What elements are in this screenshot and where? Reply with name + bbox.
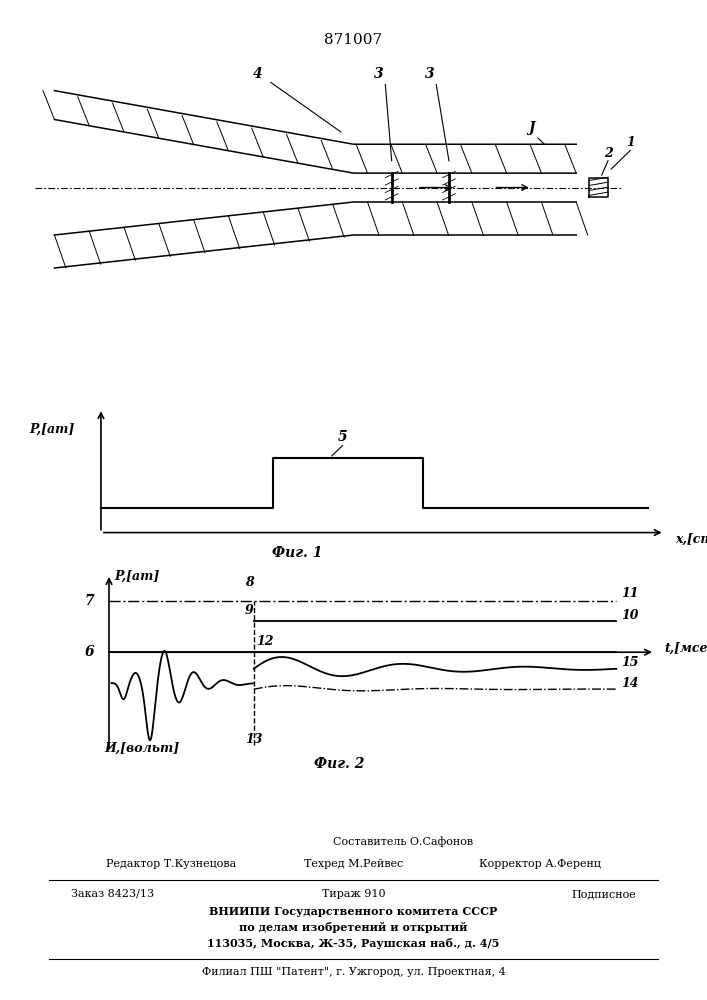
Text: 871007: 871007 (325, 33, 382, 47)
Text: 8: 8 (245, 576, 254, 589)
Text: 10: 10 (621, 609, 638, 622)
Text: 3: 3 (374, 67, 384, 81)
Text: 11: 11 (621, 587, 638, 600)
Text: Заказ 8423/13: Заказ 8423/13 (71, 889, 154, 899)
Text: по делам изобретений и открытий: по делам изобретений и открытий (239, 922, 468, 933)
Text: 1: 1 (626, 136, 635, 149)
Text: J: J (528, 121, 535, 135)
Text: ВНИИПИ Государственного комитета СССР: ВНИИПИ Государственного комитета СССР (209, 906, 498, 917)
Text: 4: 4 (253, 67, 263, 81)
Text: 2: 2 (604, 147, 612, 160)
Text: 5: 5 (338, 430, 347, 444)
Text: 3: 3 (425, 67, 435, 81)
Text: Техред М.Рейвес: Техред М.Рейвес (304, 859, 403, 869)
Text: 7: 7 (85, 594, 95, 608)
Text: Корректор А.Ференц: Корректор А.Ференц (479, 859, 601, 869)
Text: Филиал ПШ "Патент", г. Ужгород, ул. Проектная, 4: Филиал ПШ "Патент", г. Ужгород, ул. Прое… (201, 967, 506, 977)
Text: И,[вольт]: И,[вольт] (104, 742, 180, 755)
Text: 12: 12 (257, 635, 274, 648)
Text: 13: 13 (245, 733, 263, 746)
Text: Фиг. 1: Фиг. 1 (271, 546, 322, 560)
Text: 6: 6 (85, 645, 95, 659)
Text: Редактор Т.Кузнецова: Редактор Т.Кузнецова (106, 859, 236, 869)
Text: P,[am]: P,[am] (29, 422, 74, 436)
Text: t,[мсек]: t,[мсек] (665, 642, 707, 655)
Text: x,[cm]: x,[cm] (675, 532, 707, 545)
Text: 14: 14 (621, 677, 638, 690)
Text: 113035, Москва, Ж-35, Раушская наб., д. 4/5: 113035, Москва, Ж-35, Раушская наб., д. … (207, 938, 500, 949)
Text: 9: 9 (245, 604, 254, 617)
Text: P,[am]: P,[am] (114, 570, 159, 583)
Text: 15: 15 (621, 656, 638, 669)
Text: Тираж 910: Тираж 910 (322, 889, 385, 899)
Text: Подписное: Подписное (571, 889, 636, 899)
Text: Составитель О.Сафонов: Составитель О.Сафонов (333, 836, 473, 847)
Text: Фиг. 2: Фиг. 2 (314, 757, 365, 771)
